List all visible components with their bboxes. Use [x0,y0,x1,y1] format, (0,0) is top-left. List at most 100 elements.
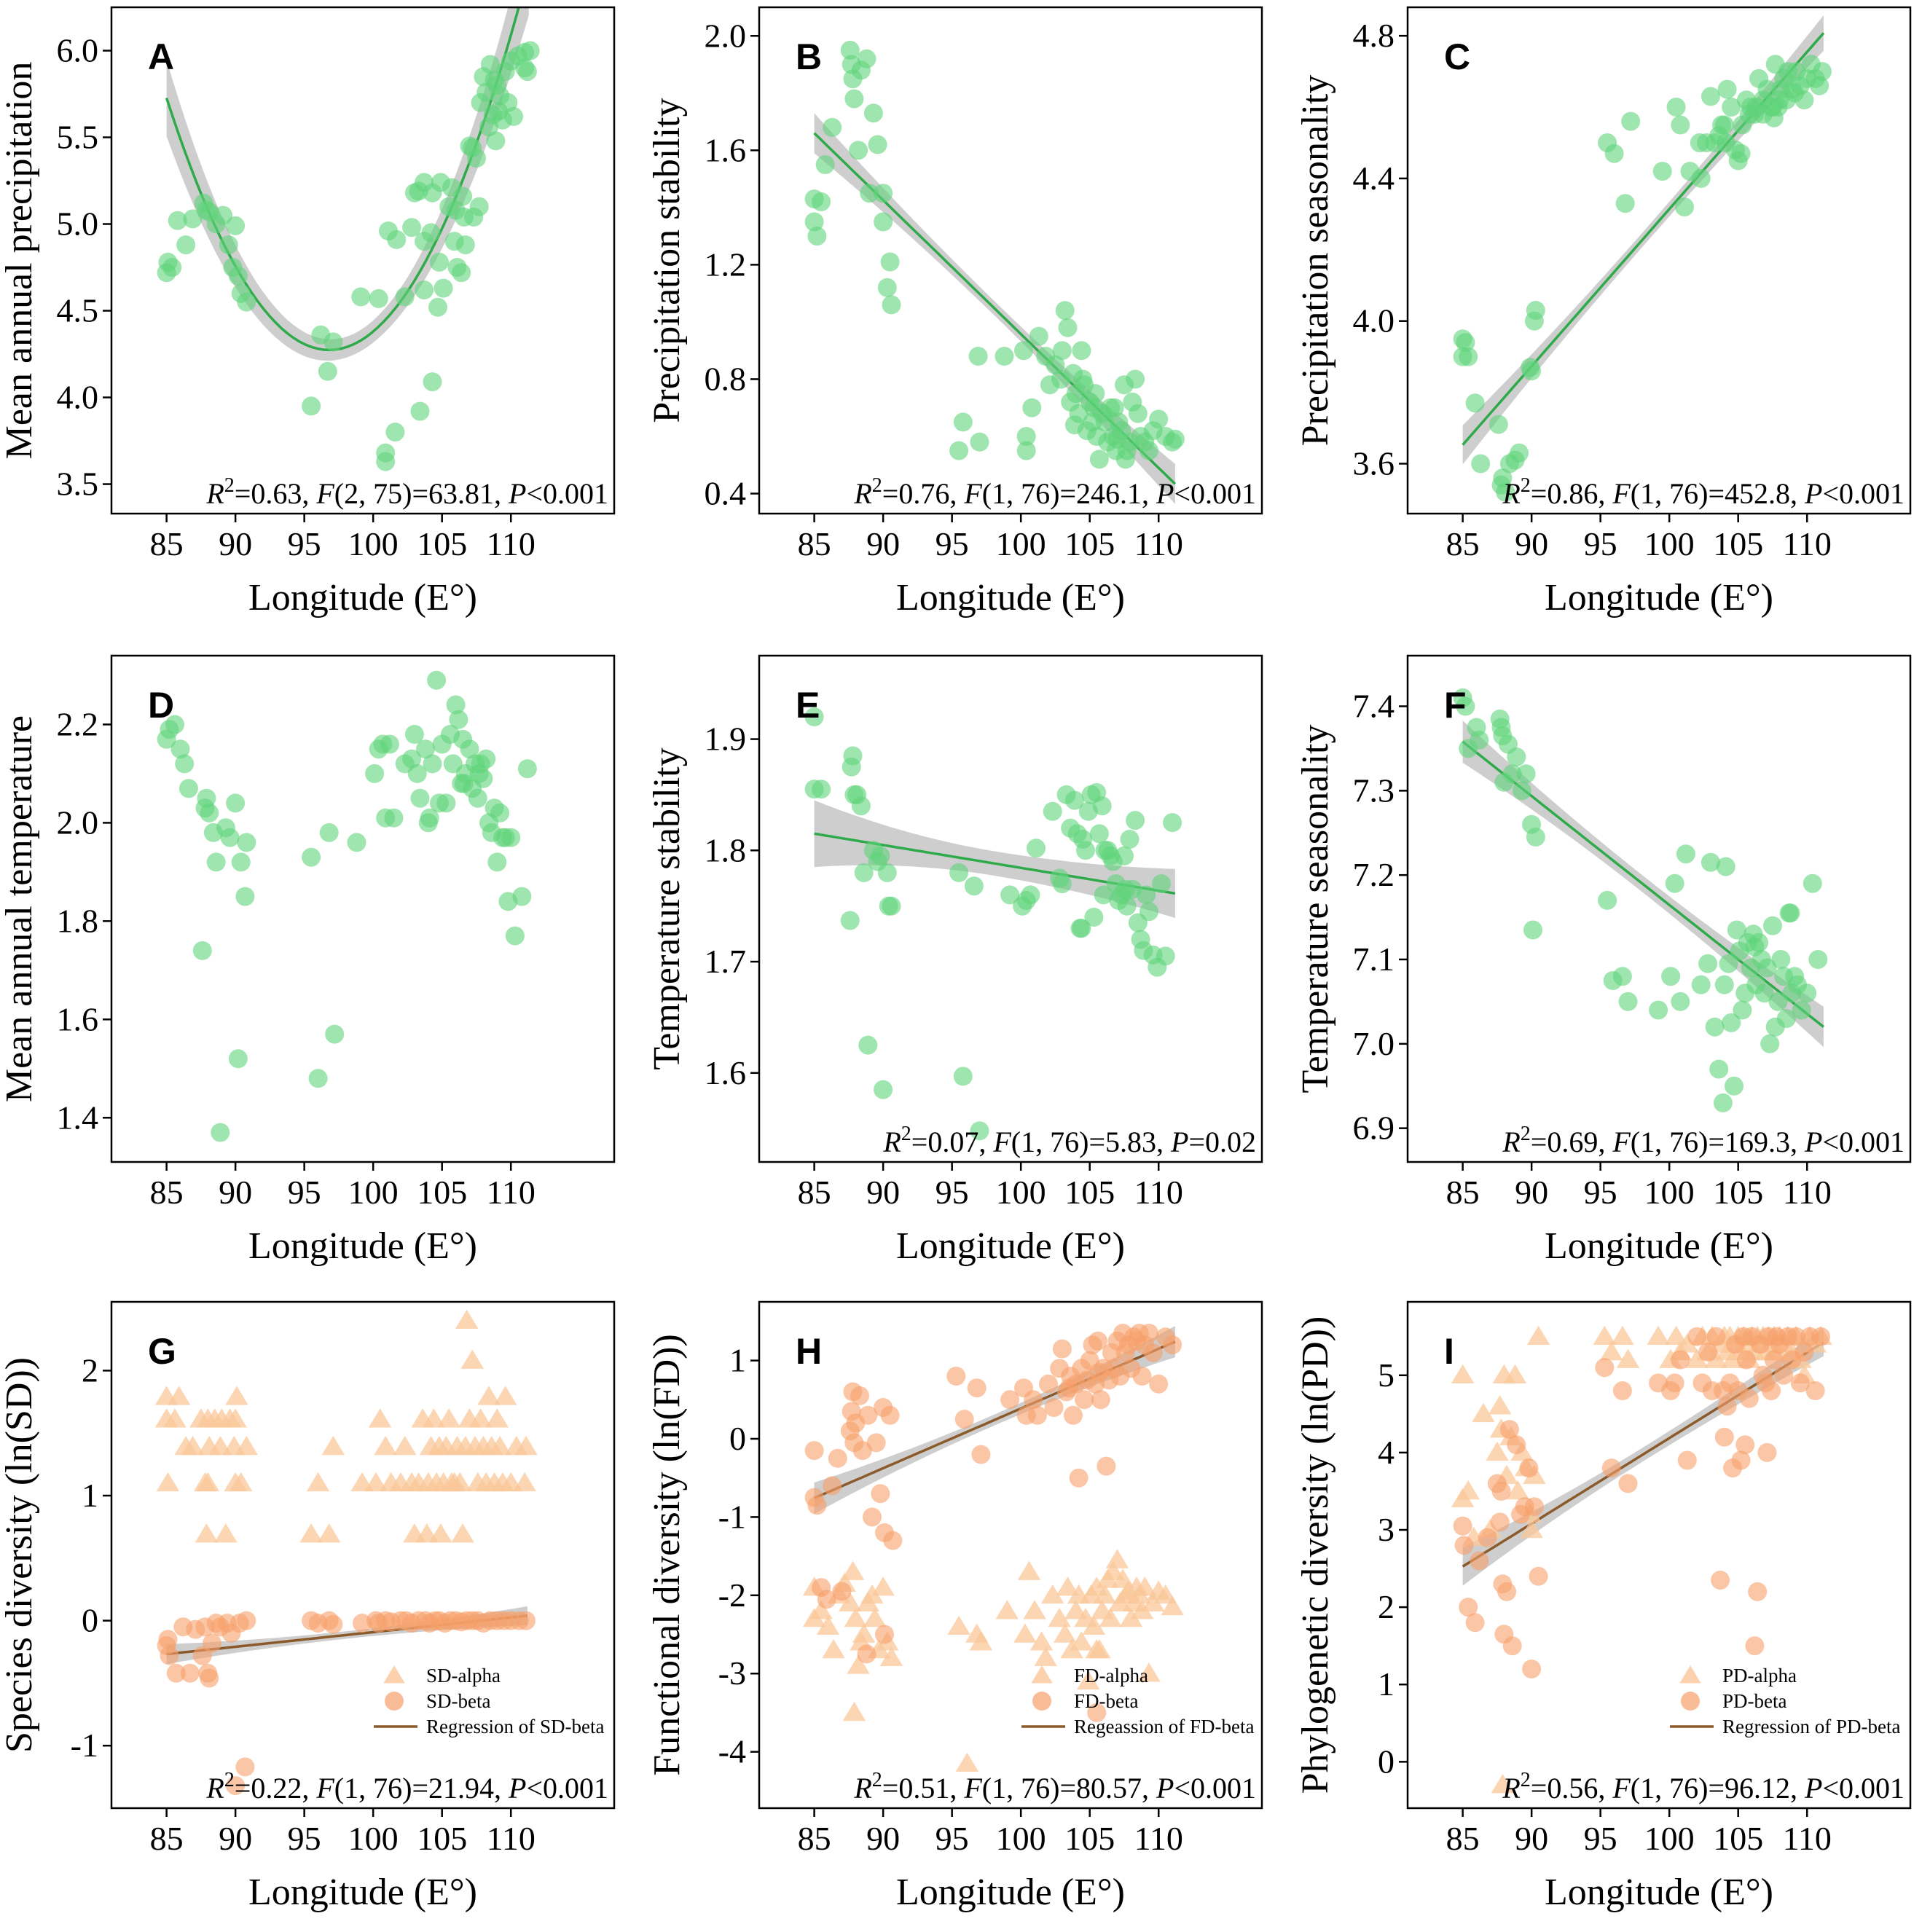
data-point [1601,1458,1621,1478]
data-point [162,258,182,277]
data-point [226,216,246,235]
data-point [1126,811,1145,830]
legend-triangle-marker [383,1665,405,1684]
stat-f: (1, 76)=96.12, [1631,1772,1805,1805]
data-point [1803,873,1822,893]
data-point [1115,879,1135,899]
stat-p: <0.001 [526,1772,608,1805]
y-tick-label: 3.6 [1353,444,1395,482]
legend-triangle-marker [1031,1665,1053,1684]
data-point-triangle [847,1654,870,1674]
regression-stats: R2=0.69, F(1, 76)=169.3, P<0.001 [1502,1123,1905,1158]
data-point-triangle [448,1472,472,1492]
data-point [463,138,482,157]
plot-area [804,707,1182,1141]
data-point [158,1630,178,1649]
data-point [844,89,864,109]
stat-f: (1, 76)=246.1, [982,477,1156,510]
data-point [170,739,190,759]
data-point [1762,1381,1781,1400]
data-point [168,211,187,230]
data-point [874,1080,893,1099]
data-point [823,117,842,137]
data-point [1046,355,1065,374]
y-tick-label: 4.0 [1353,302,1395,339]
data-point [1615,194,1635,213]
data-point [402,218,422,237]
data-point [1701,852,1720,872]
data-point [828,1448,847,1468]
data-point [1052,1339,1072,1359]
data-point [235,887,255,906]
stat-r2: =0.76, [882,477,965,510]
y-tick-label: 7.0 [1353,1025,1395,1062]
data-point-triangle [1119,1608,1143,1627]
data-point [971,1445,991,1464]
data-point [858,1405,878,1425]
data-point [1491,1482,1511,1501]
data-point-triangle [224,1408,247,1428]
data-point [427,670,447,690]
data-point [517,1611,536,1630]
stat-r2: =0.51, [882,1772,965,1805]
x-tick-label: 105 [1064,525,1115,562]
data-point [1069,1468,1089,1488]
data-point-triangle [306,1472,330,1492]
data-point-triangle [1141,1592,1165,1611]
data-point [1516,764,1536,784]
data-point-triangle [214,1523,238,1543]
data-point [1089,449,1109,469]
stat-f: (2, 75)=63.81, [334,477,509,510]
data-point-triangle [1503,1364,1527,1384]
regression-stats: R2=0.51, F(1, 76)=80.57, P<0.001 [853,1769,1256,1805]
data-point [1105,398,1124,417]
x-tick-label: 95 [1584,525,1617,562]
data-point [882,295,901,315]
y-tick-label: 2.0 [57,804,99,841]
y-axis-title: Temperature stability [646,747,688,1070]
data-point [365,763,385,783]
data-point [487,852,507,872]
plot-frame [758,6,1263,515]
data-point-triangle [1491,1774,1515,1794]
data-point-triangle [1676,1333,1699,1353]
legend-label: PD-beta [1722,1690,1786,1712]
data-point [1140,902,1158,922]
data-point [1507,1435,1526,1455]
x-axis-title: Longitude (E°) [248,1225,477,1267]
stat-p: <0.001 [1174,477,1256,510]
x-tick-label: 85 [1446,525,1480,562]
x-tick-label: 90 [219,1174,252,1211]
data-point [1507,747,1526,766]
data-point [237,292,256,312]
x-tick-label: 110 [487,1820,536,1857]
y-tick-label: 1.6 [57,1000,99,1037]
data-point [323,1614,343,1634]
stat-r2: =0.56, [1531,1772,1613,1805]
data-point-triangle [839,1592,862,1611]
data-point-triangle [809,1600,833,1619]
y-axis-title: Mean annual temperature [0,715,40,1102]
data-point [1529,1566,1548,1586]
x-tick-label: 100 [1644,1174,1695,1211]
x-tick-label: 105 [1713,1174,1763,1211]
data-point [1618,991,1638,1011]
data-point [1488,415,1508,434]
data-point [815,155,835,174]
stat-p: <0.001 [1822,1126,1905,1158]
data-point [1675,197,1694,217]
x-tick-label: 85 [1446,1820,1480,1857]
data-point [854,863,874,882]
legend: PD-alpha PD-beta Regression of PD-beta [1670,1665,1900,1737]
y-tick-label: 3.5 [57,466,99,503]
data-point [409,181,428,201]
data-point [1076,841,1095,860]
data-point [946,1367,966,1386]
y-tick-label: 7.3 [1353,771,1395,809]
data-point [1084,908,1104,927]
data-point [1089,1331,1107,1351]
data-point-triangle [1133,1576,1157,1596]
data-point-triangle [468,1408,493,1428]
data-point [817,1590,836,1609]
y-tick-label: 0 [729,1420,746,1457]
